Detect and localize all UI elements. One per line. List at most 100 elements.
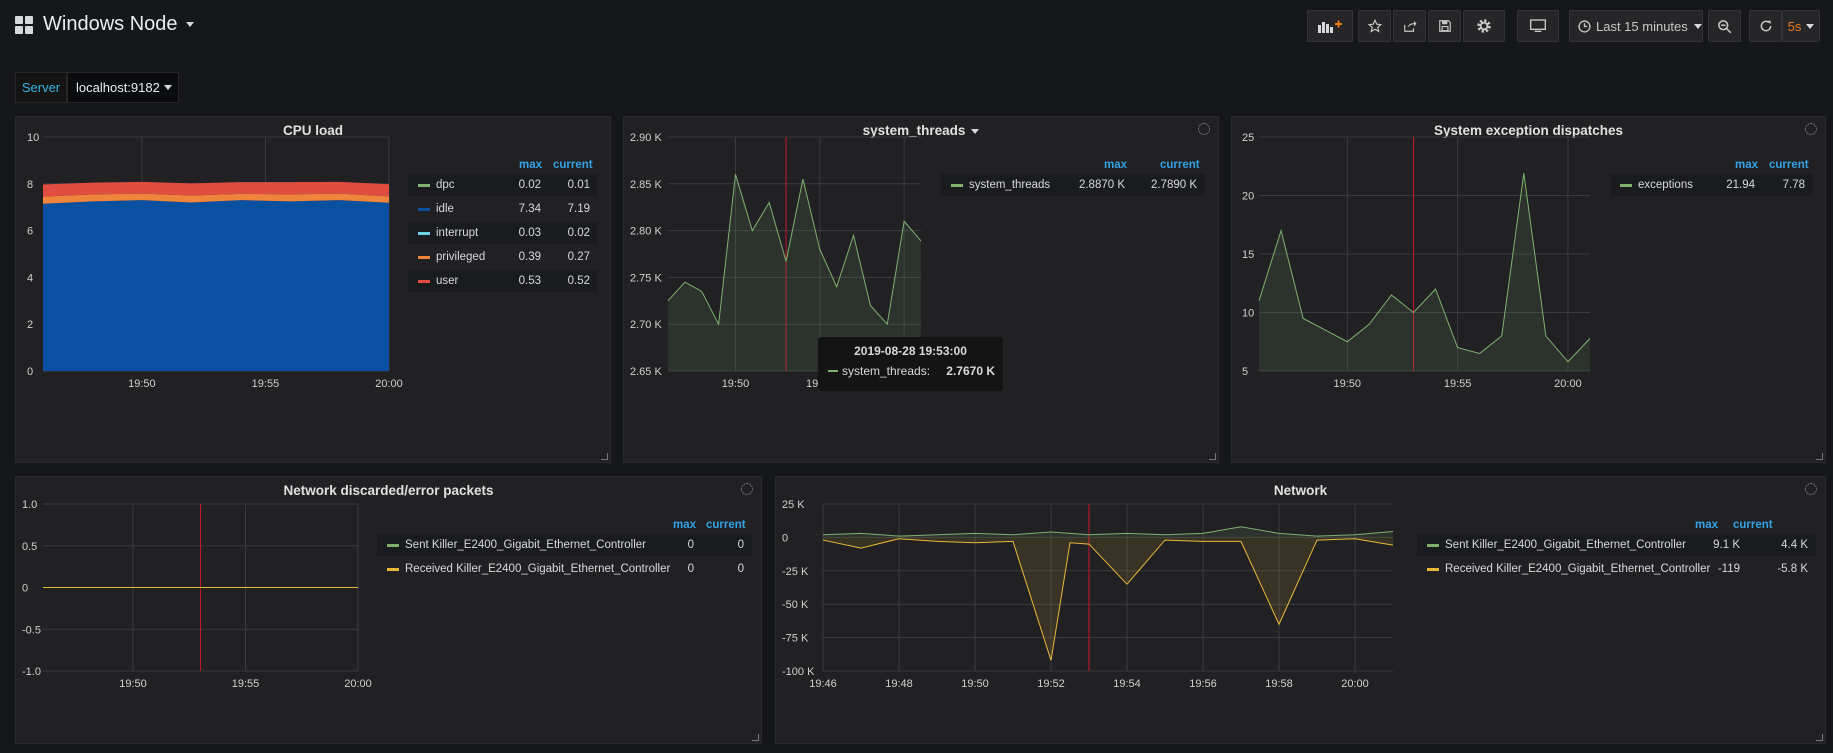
panel-network-errors: Network discarded/error packets -1.0 -0.5… <box>15 476 762 744</box>
x-axis-tick-label: 19:55 <box>252 378 280 390</box>
legend-series-name[interactable]: Sent Killer_E2400_Gigabit_Ethernet_Contr… <box>1445 539 1687 551</box>
server-variable-select[interactable]: localhost:9182 <box>67 72 179 103</box>
legend-item[interactable]: idle 7.34 7.19 <box>408 198 598 220</box>
legend-item[interactable]: Sent Killer_E2400_Gigabit_Ethernet_Contr… <box>377 534 752 556</box>
exceptions-graph[interactable]: 5 10 15 20 25 19:50 19:55 20:00 <box>1232 117 1592 464</box>
legend-item[interactable]: Sent Killer_E2400_Gigabit_Ethernet_Contr… <box>1417 534 1816 556</box>
add-panel-button[interactable] <box>1307 10 1353 42</box>
x-axis-tick-label: 19:48 <box>885 678 913 690</box>
legend-max-value: 0.53 <box>518 275 541 287</box>
loading-spinner-icon <box>1805 123 1817 135</box>
resize-handle[interactable] <box>752 734 759 741</box>
legend-item[interactable]: exceptions 21.94 7.78 <box>1610 174 1813 196</box>
legend-series-name[interactable]: Sent Killer_E2400_Gigabit_Ethernet_Contr… <box>405 539 647 551</box>
star-button[interactable] <box>1358 10 1391 42</box>
series-fill-exceptions <box>1259 173 1590 371</box>
panel-network: Network -100 K -75 K -50 K -25 K 0 25 K 19:46 1… <box>775 476 1826 744</box>
server-variable-value: localhost:9182 <box>76 80 160 95</box>
y-axis-tick-label: 2.85 K <box>630 179 662 191</box>
legend-item[interactable]: system_threads 2.8870 K 2.7890 K <box>941 174 1205 196</box>
legend-series-name[interactable]: system_threads <box>969 179 1051 191</box>
legend-header-current[interactable]: current <box>1160 159 1200 171</box>
time-range-label: Last 15 minutes <box>1596 18 1688 34</box>
legend-series-name[interactable]: exceptions <box>1638 179 1693 191</box>
resize-handle[interactable] <box>1816 453 1823 460</box>
resize-handle[interactable] <box>601 453 608 460</box>
legend-header-current[interactable]: current <box>706 519 746 531</box>
legend-series-name[interactable]: dpc <box>436 179 455 191</box>
tooltip-series-swatch <box>828 370 838 372</box>
legend-item[interactable]: dpc 0.02 0.01 <box>408 174 598 196</box>
legend-swatch <box>387 567 399 571</box>
y-axis-tick-label: -25 K <box>782 566 809 578</box>
x-axis-tick-label: 20:00 <box>1554 378 1582 390</box>
resize-handle[interactable] <box>1816 734 1823 741</box>
legend-item[interactable]: Received Killer_E2400_Gigabit_Ethernet_C… <box>1417 558 1816 580</box>
legend-header-max[interactable]: max <box>1695 519 1719 531</box>
legend-item[interactable]: interrupt 0.03 0.02 <box>408 222 598 244</box>
resize-handle[interactable] <box>1209 453 1216 460</box>
chevron-down-icon <box>185 22 194 28</box>
chevron-down-icon <box>163 85 172 90</box>
series-area-privileged <box>43 193 389 204</box>
save-button[interactable] <box>1428 10 1461 42</box>
panel-title[interactable]: System exception dispatches <box>1433 123 1624 138</box>
x-axis-tick-label: 19:56 <box>1189 678 1217 690</box>
y-axis-tick-label: 2.65 K <box>630 366 662 378</box>
x-axis-tick-label: 19:50 <box>119 678 147 690</box>
share-icon <box>1403 20 1416 32</box>
panel-title[interactable]: Network discarded/error packets <box>283 483 494 498</box>
refresh-button[interactable] <box>1749 10 1782 42</box>
panel-title[interactable]: CPU load <box>282 123 343 138</box>
settings-button[interactable] <box>1463 10 1505 42</box>
panel-title[interactable]: system_threads <box>624 123 1218 138</box>
legend-series-name[interactable]: interrupt <box>436 227 479 239</box>
time-range-picker[interactable]: Last 15 minutes <box>1569 10 1703 42</box>
legend-max-value: -119 <box>1717 563 1740 575</box>
network-graph[interactable]: -100 K -75 K -50 K -25 K 0 25 K 19:46 19:48 19:5… <box>776 477 1416 745</box>
server-variable-label: Server <box>15 72 67 103</box>
star-icon <box>1367 19 1382 33</box>
refresh-interval-picker[interactable]: 5s <box>1782 10 1820 42</box>
legend-header-max[interactable]: max <box>519 159 543 171</box>
legend-header-current[interactable]: current <box>553 159 593 171</box>
legend-header-max[interactable]: max <box>1735 159 1759 171</box>
x-axis-tick-label: 20:00 <box>1341 678 1369 690</box>
x-axis-tick-label: 19:54 <box>1113 678 1141 690</box>
legend-header-max[interactable]: max <box>673 519 697 531</box>
legend-series-name[interactable]: Received Killer_E2400_Gigabit_Ethernet_C… <box>1445 563 1711 575</box>
system-threads-graph[interactable]: 2.65 K 2.70 K 2.75 K 2.80 K 2.85 K 2.90 K 19:5… <box>624 117 934 464</box>
network-errors-graph[interactable]: -1.0 -0.5 0 0.5 1.0 19:50 19:55 20:00 <box>16 477 386 745</box>
dashboard-grid-icon[interactable] <box>15 16 33 34</box>
y-axis-tick-label: 20 <box>1242 191 1254 203</box>
panel-title[interactable]: Network <box>1273 483 1328 498</box>
legend-item[interactable]: Received Killer_E2400_Gigabit_Ethernet_C… <box>377 558 752 580</box>
panel-title-text: system_threads <box>862 123 966 138</box>
zoom-out-button[interactable] <box>1708 10 1741 42</box>
x-axis-tick-label: 19:55 <box>1444 378 1472 390</box>
legend-series-name[interactable]: Received Killer_E2400_Gigabit_Ethernet_C… <box>405 563 671 575</box>
legend-header-current[interactable]: current <box>1769 159 1809 171</box>
legend-max-value: 21.94 <box>1726 179 1755 191</box>
legend-current-value: 0 <box>737 539 744 551</box>
legend-header-max[interactable]: max <box>1104 159 1128 171</box>
legend-series-name[interactable]: user <box>436 275 459 287</box>
legend-item[interactable]: privileged 0.39 0.27 <box>408 246 598 268</box>
cpu-load-graph[interactable]: 0 2 4 6 8 10 19:50 19:55 20:00 <box>16 117 416 464</box>
y-axis-tick-label: 2.75 K <box>630 272 662 284</box>
legend-series-name[interactable]: idle <box>436 203 454 215</box>
legend-swatch <box>387 543 399 547</box>
legend-max-value: 0.39 <box>518 251 541 263</box>
legend-item[interactable]: user 0.53 0.52 <box>408 270 598 292</box>
tv-mode-button[interactable] <box>1517 10 1559 42</box>
dashboard-title[interactable]: Windows Node <box>43 13 194 36</box>
legend-series-name[interactable]: privileged <box>436 251 486 263</box>
legend-header-current[interactable]: current <box>1733 519 1773 531</box>
legend-max-value: 7.34 <box>518 203 541 215</box>
legend-current-value: 2.7890 K <box>1150 179 1197 191</box>
legend-swatch <box>418 279 430 283</box>
legend-swatch <box>1427 567 1439 571</box>
refresh-interval-label: 5s <box>1787 18 1802 34</box>
zoom-out-icon <box>1718 19 1732 33</box>
share-button[interactable] <box>1393 10 1426 42</box>
